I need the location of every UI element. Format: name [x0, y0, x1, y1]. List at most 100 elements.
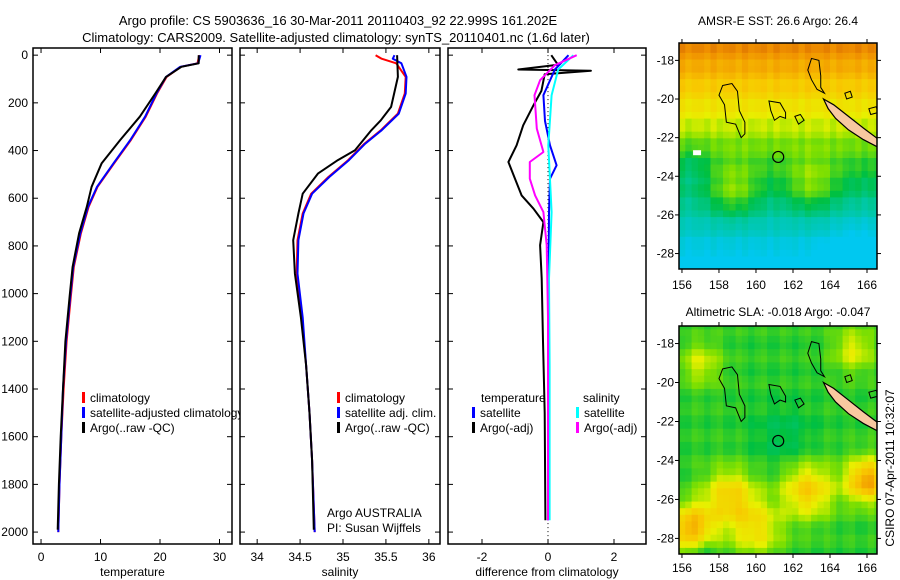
map-cell — [697, 255, 705, 264]
map-cell — [830, 514, 837, 522]
map-cell — [786, 441, 793, 449]
map-cell — [760, 388, 768, 396]
map-cell — [767, 72, 774, 80]
map-cell — [754, 78, 762, 86]
map-cell — [792, 137, 800, 145]
map-cell — [848, 547, 856, 554]
map-cell — [779, 72, 787, 80]
map-cell — [779, 481, 787, 489]
map-cell — [691, 91, 699, 99]
map-cell — [685, 177, 693, 185]
map-cell — [748, 408, 756, 416]
map-cell — [804, 326, 812, 330]
map-cell — [767, 527, 774, 535]
map-cell — [798, 501, 806, 509]
map-cell — [760, 375, 768, 383]
map-cell — [779, 395, 787, 403]
map-cell — [830, 196, 837, 204]
map-cell — [842, 78, 850, 86]
map-cell — [817, 421, 825, 429]
map-cell — [811, 144, 818, 152]
map-cell — [716, 209, 724, 218]
map-cell — [748, 328, 756, 336]
map-cell — [874, 428, 877, 436]
map-cell — [779, 474, 787, 482]
map-cell — [741, 414, 749, 423]
map-cell — [855, 375, 863, 383]
map-cell — [723, 72, 730, 80]
map-cell — [792, 540, 800, 548]
map-cell — [697, 65, 705, 73]
map-cell — [861, 342, 869, 350]
map-cell — [685, 348, 693, 356]
map-cell — [779, 163, 787, 172]
map-cell — [767, 157, 774, 165]
map-cell — [679, 335, 686, 343]
map-cell — [798, 481, 806, 489]
map-cell — [716, 144, 724, 152]
map-cell — [735, 355, 743, 363]
map-cell — [874, 262, 877, 269]
map-cell — [830, 520, 837, 529]
map-cell — [723, 144, 730, 152]
map-cell — [817, 157, 825, 165]
map-cell — [741, 216, 749, 224]
map-cell — [867, 434, 875, 442]
map-cell — [741, 242, 749, 250]
map-cell — [754, 163, 762, 172]
map-cell — [874, 448, 877, 456]
profile-location-marker — [772, 434, 785, 448]
map-cell — [817, 242, 825, 250]
map-cell — [723, 395, 730, 403]
map-cell — [691, 428, 699, 436]
map-cell — [704, 520, 712, 529]
map-cell — [767, 78, 774, 86]
map-cell — [786, 395, 793, 403]
map-cell — [716, 540, 724, 548]
map-cell — [679, 58, 686, 66]
map-cell — [811, 494, 818, 502]
map-cell — [704, 91, 712, 99]
map-cell — [830, 183, 837, 191]
map-cell — [704, 111, 712, 119]
map-cell — [767, 223, 774, 231]
map-cell — [779, 487, 787, 495]
map-cell — [748, 223, 756, 231]
map-cell — [691, 335, 699, 343]
map-cell — [735, 494, 743, 502]
map-cell — [760, 540, 768, 548]
map-cell — [817, 326, 825, 330]
map-cell — [786, 170, 793, 178]
map-cell — [823, 467, 831, 476]
map-cell — [704, 448, 712, 456]
map-cell — [767, 203, 774, 211]
map-cell — [723, 342, 730, 350]
map-cell — [691, 229, 699, 237]
map-cell — [804, 395, 812, 403]
map-cell — [855, 494, 863, 502]
map-cell — [817, 137, 825, 145]
map-cell — [723, 474, 730, 482]
map-cell — [773, 527, 781, 535]
map-cell — [691, 454, 699, 462]
map-cell — [855, 111, 863, 119]
lon-tick-label: 160 — [746, 561, 766, 575]
map-cell — [691, 144, 699, 152]
map-cell — [817, 368, 825, 376]
map-cell — [729, 507, 737, 515]
lon-tick-label: 156 — [672, 561, 692, 575]
map-title: Altimetric SLA: -0.018 Argo: -0.047 — [686, 305, 871, 319]
map-cell — [773, 124, 781, 132]
map-cell — [874, 78, 877, 86]
map-cell — [798, 355, 806, 363]
map-cell — [697, 163, 705, 172]
map-cell — [867, 540, 875, 548]
map-cell — [786, 547, 793, 554]
map-cell — [716, 501, 724, 509]
map-cell — [754, 137, 762, 145]
map-cell — [685, 381, 693, 389]
map-cell — [855, 137, 863, 145]
map-cell — [760, 494, 768, 502]
map-cell — [874, 481, 877, 489]
map-cell — [767, 342, 774, 350]
